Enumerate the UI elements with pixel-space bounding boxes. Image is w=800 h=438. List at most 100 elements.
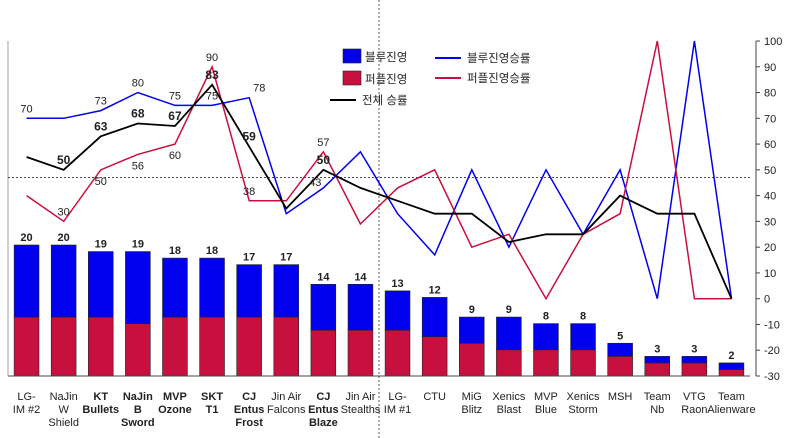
bar-total-label-10: 13: [391, 278, 403, 290]
point-label-14: 50: [57, 153, 71, 167]
bar-blue-18: [681, 356, 708, 364]
bar-total-label-9: 14: [354, 271, 367, 283]
bar-purple-12: [459, 342, 485, 377]
category-label-2: KT Bullets: [82, 391, 119, 416]
category-label-line: LG-: [17, 391, 36, 403]
category-label-line: Alienware: [707, 404, 755, 416]
bar-purple-9: [347, 329, 374, 377]
legend-label-1: 퍼플진영: [365, 73, 407, 86]
bar-total-label-7: 17: [280, 252, 292, 264]
legend-swatch-1: [342, 70, 362, 86]
bar-blue-4: [162, 257, 188, 318]
bar-purple-1: [50, 316, 77, 377]
category-label-line: VTG: [683, 391, 706, 403]
right-axis-tick-label-9: 60: [764, 139, 776, 151]
bar-total-label-11: 12: [429, 284, 441, 296]
bar-purple-11: [421, 336, 448, 377]
category-label-line: B: [134, 404, 142, 416]
bar-blue-14: [533, 323, 559, 351]
bar-purple-13: [496, 349, 522, 377]
right-axis-tick-label-11: 80: [764, 88, 776, 100]
category-label-11: CTU: [423, 391, 446, 403]
guides-layer: [7, 0, 750, 438]
category-label-line: Blaze: [309, 417, 338, 429]
point-label-19: 59: [242, 130, 256, 144]
line-series-2: [26, 83, 733, 300]
category-label-5: SKT T1: [201, 391, 223, 416]
category-label-15: Xenics Storm: [567, 391, 601, 416]
right-axis-tick-label-12: 90: [764, 62, 776, 74]
line-series-1: [26, 40, 732, 301]
category-label-line: Ozone: [158, 404, 192, 416]
category-label-line: Sword: [121, 417, 155, 429]
bar-total-label-12: 9: [469, 304, 475, 316]
category-label-line: MVP: [534, 391, 558, 403]
bar-blue-6: [236, 264, 262, 318]
category-label-line: MVP: [163, 391, 187, 403]
bar-blue-3: [125, 251, 151, 324]
bar-total-label-19: 2: [728, 350, 734, 362]
right-axis-tick-label-3: 0: [764, 294, 770, 306]
legend-label-2: 블루진영승률: [467, 52, 530, 65]
category-label-line: NaJin: [50, 391, 78, 403]
category-label-14: MVP Blue: [534, 391, 558, 416]
category-label-line: Jin Air: [271, 391, 301, 403]
category-label-line: Entus: [234, 404, 265, 416]
point-label-4: 75: [206, 90, 218, 102]
point-label-8: 56: [132, 160, 144, 172]
bar-total-label-13: 9: [506, 304, 512, 316]
category-label-line: NaJin: [123, 391, 153, 403]
category-label-10: LG-IM #1: [384, 391, 412, 416]
right-axis-tick-label-5: 20: [764, 242, 776, 254]
bar-purple-2: [88, 316, 114, 377]
category-label-line: MSH: [608, 391, 633, 403]
legend-label-3: 퍼플진영승률: [467, 72, 530, 85]
bar-blue-9: [347, 283, 374, 331]
category-label-line: Blast: [497, 404, 521, 416]
category-label-line: Stealths: [341, 404, 381, 416]
bar-total-label-1: 20: [58, 232, 70, 244]
bar-blue-15: [570, 323, 596, 351]
bar-blue-13: [496, 316, 522, 351]
bar-total-label-17: 3: [654, 343, 660, 355]
bar-purple-0: [13, 316, 40, 377]
point-label-15: 63: [94, 119, 108, 133]
bar-blue-7: [273, 264, 299, 318]
point-label-13: 43: [309, 177, 321, 189]
right-axis-tick-label-2: -10: [764, 319, 780, 331]
right-axis-tick-label-6: 30: [764, 216, 776, 228]
labels-layer: 20 20 19 19 18 18 17 17 14 14 13 12 9 9 8 8 5 3 3 2 70 73 80 75…: [20, 52, 734, 362]
point-label-7: 50: [95, 176, 107, 188]
bar-purple-15: [570, 349, 596, 377]
point-label-12: 57: [317, 137, 329, 149]
bar-purple-18: [681, 362, 708, 377]
bar-blue-19: [718, 362, 745, 370]
category-label-1: NaJin W Shield: [48, 391, 79, 429]
category-label-line: Jin Air: [345, 391, 375, 403]
legend-label-4: 전체 승률: [362, 94, 408, 107]
category-label-4: MVP Ozone: [158, 391, 192, 416]
legend-swatch-0: [342, 48, 362, 64]
bar-purple-3: [125, 323, 151, 377]
bar-total-label-18: 3: [691, 343, 697, 355]
category-label-line: SKT: [201, 391, 223, 403]
bar-purple-8: [310, 329, 337, 377]
line-series-0: [26, 40, 733, 299]
category-label-line: Xenics: [492, 391, 526, 403]
point-label-2: 80: [132, 78, 144, 90]
bar-blue-1: [50, 244, 77, 318]
category-label-line: Falcons: [267, 404, 306, 416]
right-axis: -30 -20 -10 0 10 20 30 40 50 60 70 80 90 100: [755, 36, 782, 383]
category-label-line: Frost: [235, 417, 263, 429]
bar-purple-7: [273, 316, 299, 377]
bar-purple-14: [533, 349, 559, 377]
bar-purple-5: [199, 316, 225, 377]
bar-total-label-0: 20: [20, 232, 32, 244]
bar-purple-10: [384, 329, 411, 377]
category-label-line: Team: [644, 391, 671, 403]
bar-purple-16: [607, 356, 633, 377]
point-label-10: 90: [206, 52, 218, 64]
category-label-line: Blue: [535, 404, 557, 416]
